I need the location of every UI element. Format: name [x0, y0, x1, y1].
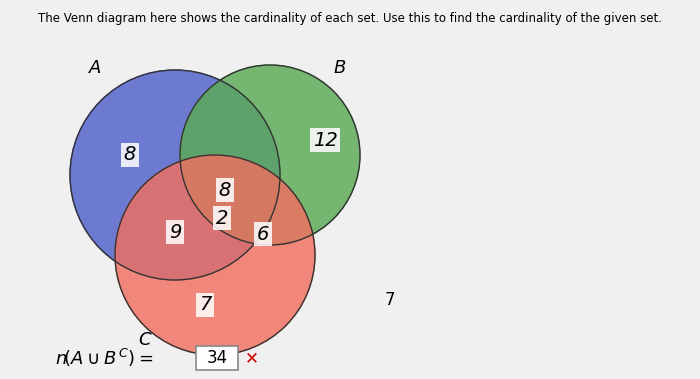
Text: A: A	[89, 59, 102, 77]
Text: The Venn diagram here shows the cardinality of each set. Use this to find the ca: The Venn diagram here shows the cardinal…	[38, 12, 662, 25]
Text: B: B	[334, 59, 346, 77]
Text: 34: 34	[206, 349, 228, 367]
Text: 8: 8	[219, 180, 231, 199]
Text: 2: 2	[216, 208, 228, 227]
Circle shape	[70, 70, 280, 280]
Text: 7: 7	[199, 296, 211, 315]
Text: 7: 7	[385, 291, 396, 309]
Text: 6: 6	[257, 224, 270, 243]
Text: 12: 12	[313, 130, 337, 149]
Circle shape	[180, 65, 360, 245]
FancyBboxPatch shape	[196, 346, 238, 370]
Circle shape	[115, 155, 315, 355]
Text: C: C	[139, 331, 151, 349]
Text: $n\!\left(A \cup B^{\,C}\right) =$: $n\!\left(A \cup B^{\,C}\right) =$	[55, 347, 153, 369]
Text: ✕: ✕	[245, 349, 259, 367]
Text: 8: 8	[124, 146, 136, 164]
Text: 9: 9	[169, 222, 181, 241]
